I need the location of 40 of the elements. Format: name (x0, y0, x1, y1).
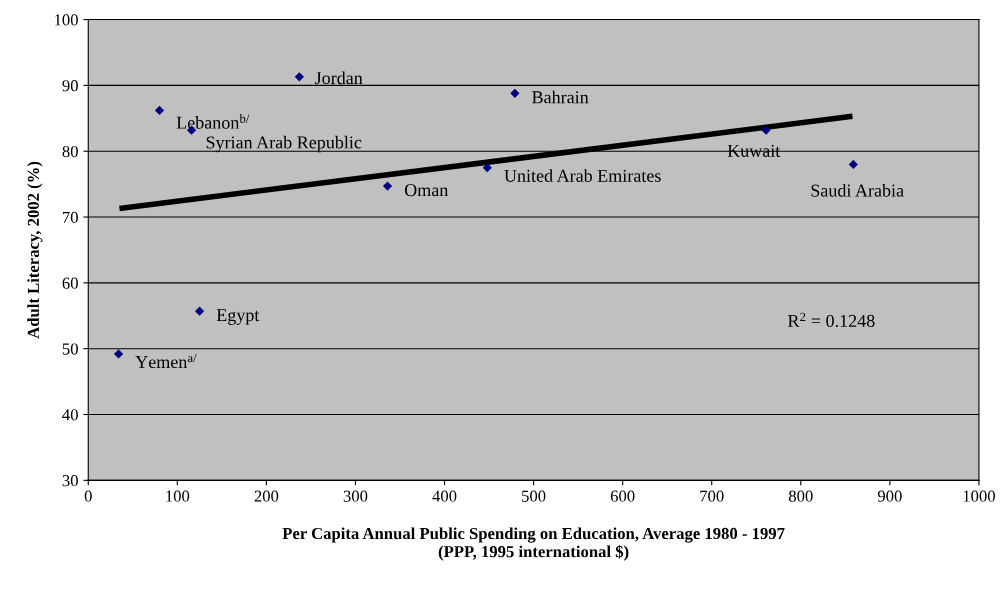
annotation: Jordan (315, 71, 363, 85)
point (154, 105, 165, 116)
point (510, 88, 520, 98)
y-tick-label: 80 (62, 145, 78, 158)
y-tick-label: 70 (62, 211, 78, 223)
y-tick-label: 90 (62, 80, 78, 92)
point (761, 125, 771, 135)
x-tick-label: 700 (700, 490, 724, 502)
x-tick-label: 500 (522, 490, 546, 502)
x-tick-label: 1000 (963, 490, 995, 502)
annotation: Bahrain (532, 90, 589, 104)
x-tick-label: 200 (254, 490, 279, 502)
annotation: Yemen$^{a/}$ (135, 353, 197, 369)
point (848, 159, 858, 169)
point (382, 181, 393, 191)
point (113, 349, 124, 359)
annotation: Syrian Arab Republic (206, 135, 362, 153)
x-axis-title: Per Capita Annual Public Spending on Education, Average 1980 - 1997 (PPP, 1995 international $) (282, 527, 785, 561)
point (482, 163, 492, 173)
point (194, 306, 205, 316)
annotation: Egypt (216, 309, 260, 325)
y-tick-label: 40 (62, 409, 78, 421)
x-tick-label: 300 (343, 490, 368, 502)
annotation: Saudi Arabia (811, 183, 904, 197)
y-tick-label: 100 (55, 14, 78, 26)
point (294, 72, 304, 82)
x-tick-label: 600 (610, 490, 635, 502)
x-tick-label: 800 (788, 490, 813, 502)
annotation: Lebanon$^{b/}$ (176, 114, 250, 129)
y-tick-label: 50 (62, 343, 78, 355)
y-axis-title: Adult Literacy, 2002 (%) (27, 161, 43, 339)
x-tick-label: 400 (432, 490, 457, 502)
x-tick-label: 100 (166, 490, 190, 502)
annotation: United Arab Emirates (504, 169, 661, 182)
x-tick-label: 0 (84, 490, 92, 502)
y-tick-label: 60 (62, 277, 78, 289)
x-tick-label: 900 (877, 490, 902, 502)
annotation: Oman (404, 184, 449, 197)
annotation: R$^{2}$ = 0.1248 (787, 312, 875, 328)
y-tick-label: 30 (62, 475, 78, 487)
